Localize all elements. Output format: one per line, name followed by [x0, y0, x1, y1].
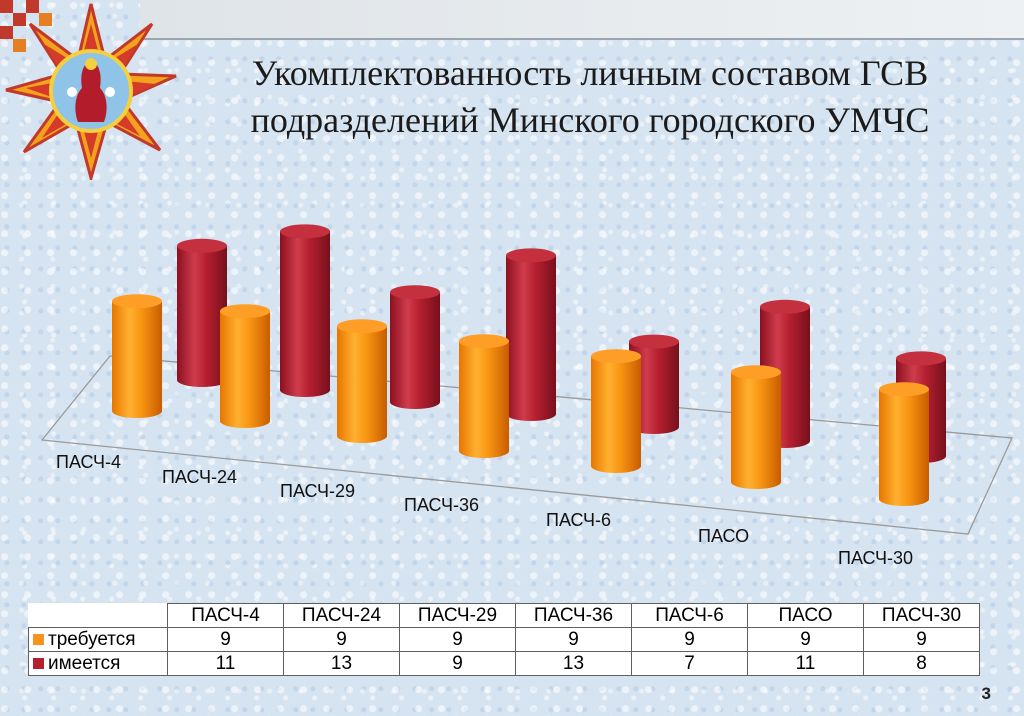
header-divider: [140, 38, 1024, 40]
bar-available-2: [280, 224, 330, 397]
table-header-cell: ПАСЧ-29: [399, 603, 516, 628]
bar-required-2: [220, 304, 270, 428]
table-corner: [29, 604, 168, 628]
bar-required-6: [731, 365, 781, 489]
title-line-1: Укомплектованность личным составом ГСВ: [251, 53, 929, 93]
series-name: требуется: [48, 628, 136, 650]
table-header-cell: ПАСЧ-24: [283, 603, 400, 628]
series-label-required: требуется: [28, 627, 168, 652]
bar-available-5: [629, 334, 679, 434]
table-header-cell: ПАСЧ-4: [167, 603, 284, 628]
category-label: ПАСО: [698, 526, 749, 546]
page-number: 3: [981, 684, 991, 703]
mchs-emblem-icon: [5, 3, 177, 180]
top-header-band: [140, 0, 1024, 38]
required-swatch-icon: [33, 633, 44, 645]
category-label: ПАСЧ-4: [56, 452, 121, 472]
table-row: имеется 11 13 9 13 7 11 8: [28, 651, 980, 676]
category-label: ПАСЧ-30: [838, 548, 913, 568]
bar-required-7: [879, 382, 929, 506]
series-name: имеется: [48, 652, 121, 674]
table-cell: 9: [399, 651, 516, 676]
table-cell: 9: [631, 627, 748, 652]
category-label: ПАСЧ-29: [280, 481, 355, 501]
table-cell: 8: [863, 651, 980, 676]
corner-decoration: [0, 0, 80, 60]
table-cell: 13: [515, 651, 632, 676]
title-line-2: подразделений Минского городского УМЧС: [250, 100, 930, 140]
table-cell: 13: [283, 651, 400, 676]
chart-floor: [40, 355, 1013, 535]
table-cell: 9: [399, 627, 516, 652]
table-header-row: ПАСЧ-4 ПАСЧ-24 ПАСЧ-29 ПАСЧ-36 ПАСЧ-6 ПА…: [29, 603, 980, 628]
table-header-cell: ПАСО: [747, 603, 864, 628]
series-label-available: имеется: [28, 651, 168, 676]
bar-available-1: [177, 238, 227, 387]
bar-available-3: [390, 285, 440, 409]
table-cell: 9: [283, 627, 400, 652]
bar-required-5: [591, 349, 641, 473]
table-cell: 9: [747, 627, 864, 652]
table-cell: 11: [167, 651, 284, 676]
table-header-cell: ПАСЧ-36: [515, 603, 632, 628]
table-cell: 7: [631, 651, 748, 676]
slide-title: Укомплектованность личным составом ГСВ п…: [180, 50, 1000, 144]
table-cell: 11: [747, 651, 864, 676]
bar-chart: ПАСЧ-4 ПАСЧ-24 ПАСЧ-29 ПАСЧ-36 ПАСЧ-6 ПАСО ПАС…: [40, 224, 1013, 568]
table-cell: 9: [167, 627, 284, 652]
table-row: требуется 9 9 9 9 9 9 9: [28, 627, 980, 652]
bar-required-1: [112, 294, 162, 418]
bar-available-4: [506, 248, 556, 421]
table-cell: 9: [515, 627, 632, 652]
table-header-cell: ПАСЧ-6: [631, 603, 748, 628]
chart-data-table: ПАСЧ-4 ПАСЧ-24 ПАСЧ-29 ПАСЧ-36 ПАСЧ-6 ПА…: [28, 603, 980, 676]
table-header-cell: ПАСЧ-30: [863, 603, 980, 628]
available-swatch-icon: [33, 657, 44, 669]
category-label: ПАСЧ-6: [546, 510, 611, 530]
category-label: ПАСЧ-24: [162, 467, 237, 487]
table-cell: 9: [863, 627, 980, 652]
bar-required-3: [337, 319, 387, 443]
category-label: ПАСЧ-36: [404, 495, 479, 515]
bar-required-4: [459, 334, 509, 458]
